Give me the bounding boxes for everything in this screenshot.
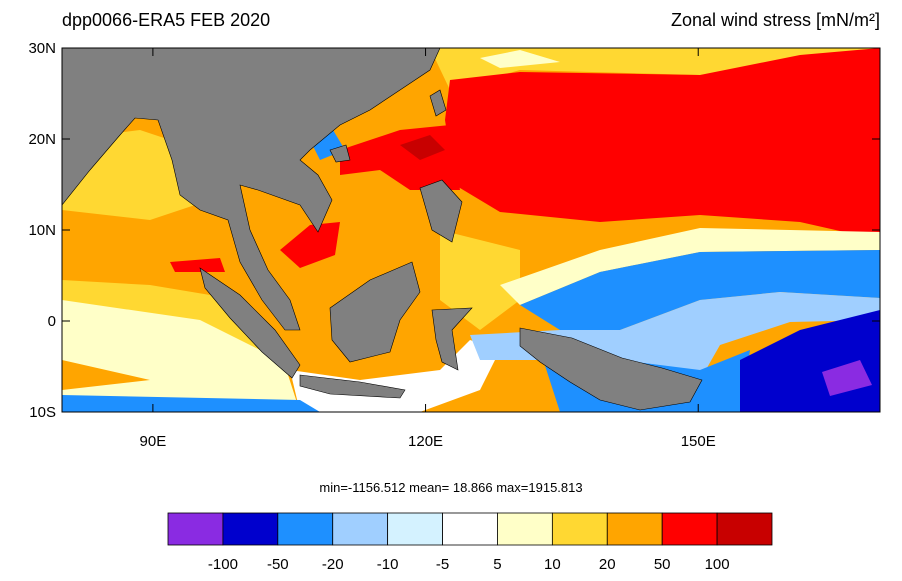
y-tick-label: 0 — [48, 313, 56, 330]
colorbar-label: -50 — [267, 556, 289, 573]
y-tick-label: 10N — [28, 222, 56, 239]
y-tick-label: 20N — [28, 131, 56, 148]
colorbar-label: 20 — [599, 556, 616, 573]
y-tick-label: 30N — [28, 40, 56, 57]
colorbar-box — [277, 512, 334, 546]
colorbar-box — [167, 512, 224, 546]
field-patch — [62, 280, 260, 350]
field-patch — [62, 295, 300, 412]
title-right: Zonal wind stress [mN/m²] — [671, 10, 880, 30]
x-tick-label: 120E — [408, 433, 443, 450]
land — [429, 89, 447, 117]
colorbar-label: 50 — [654, 556, 671, 573]
colorbar-label: 10 — [544, 556, 561, 573]
colorbar-box — [661, 512, 718, 546]
x-tick-label: 150E — [681, 433, 716, 450]
colorbar-box — [442, 512, 498, 546]
title-left: dpp0066-ERA5 FEB 2020 — [62, 10, 270, 30]
land — [419, 179, 463, 243]
colorbar-label: 5 — [493, 556, 501, 573]
colorbar-box — [606, 512, 663, 546]
land — [62, 48, 441, 331]
field — [62, 48, 880, 412]
land — [299, 374, 406, 399]
stats-text: min=-1156.512 mean= 18.866 max=1915.813 — [319, 480, 582, 495]
field-patch — [445, 48, 880, 240]
field-patch — [480, 50, 560, 68]
colorbar-box — [497, 512, 553, 546]
x-tick-label: 90E — [140, 433, 167, 450]
colorbar-label: 100 — [705, 556, 730, 573]
land — [329, 261, 421, 363]
colorbar-box — [332, 512, 389, 546]
colorbar-box — [387, 512, 443, 546]
field-patch — [822, 360, 872, 396]
field-patch — [280, 222, 340, 268]
land — [431, 307, 473, 371]
colorbar-label: -20 — [322, 556, 344, 573]
field-patch — [500, 228, 880, 305]
colorbar-label: -10 — [377, 556, 399, 573]
colorbar-label: -100 — [208, 556, 238, 573]
colorbar-box — [551, 512, 608, 546]
field-patch — [400, 135, 445, 160]
field-patch — [170, 258, 225, 272]
colorbar-label: -5 — [436, 556, 449, 573]
colorbar-box — [222, 512, 279, 546]
land — [519, 327, 703, 411]
colorbar-box — [716, 512, 773, 546]
field-patch — [440, 230, 520, 330]
y-tick-label: 10S — [29, 404, 56, 421]
field-patch — [62, 395, 320, 412]
land — [199, 267, 301, 379]
land — [329, 144, 351, 163]
field-patch — [520, 250, 880, 330]
